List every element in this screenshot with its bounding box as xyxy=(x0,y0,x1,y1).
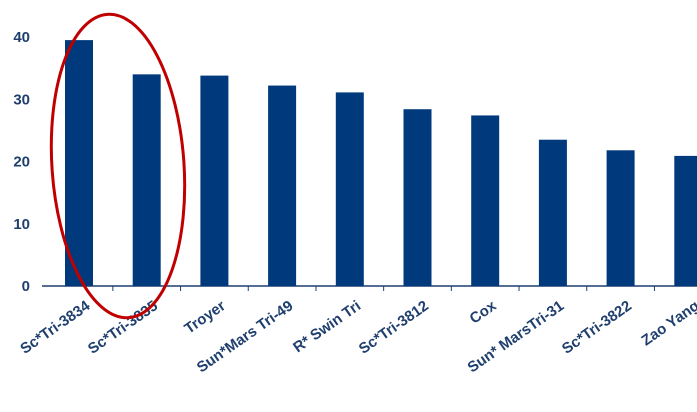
x-category-label: Zao Yang xyxy=(638,297,697,349)
y-tick-label: 0 xyxy=(22,278,30,295)
x-category-label: Troyer xyxy=(181,297,228,337)
bar xyxy=(403,109,432,287)
bar xyxy=(538,139,567,286)
bar xyxy=(471,115,500,286)
x-category-label: Cox xyxy=(467,297,501,328)
x-category-label: Sc*Tri-3822 xyxy=(559,297,635,357)
bar xyxy=(200,75,229,286)
x-category-label: R* Swin Tri xyxy=(290,297,364,356)
x-category-label: Sc*Tri-3834 xyxy=(17,297,94,358)
bar xyxy=(674,155,697,286)
annotation-layer xyxy=(49,12,187,320)
y-tick-label: 40 xyxy=(13,29,30,46)
x-category-label: Sc*Tri-3812 xyxy=(356,297,432,357)
y-tick-label: 30 xyxy=(13,91,30,108)
highlight-ellipse xyxy=(49,12,187,320)
bar xyxy=(268,85,297,287)
bar xyxy=(335,92,364,286)
bar xyxy=(65,40,93,286)
y-tick-label: 10 xyxy=(13,216,30,233)
bar xyxy=(606,150,635,286)
bar xyxy=(132,74,161,286)
bar-layer xyxy=(65,40,697,287)
y-tick-label: 20 xyxy=(13,154,30,171)
